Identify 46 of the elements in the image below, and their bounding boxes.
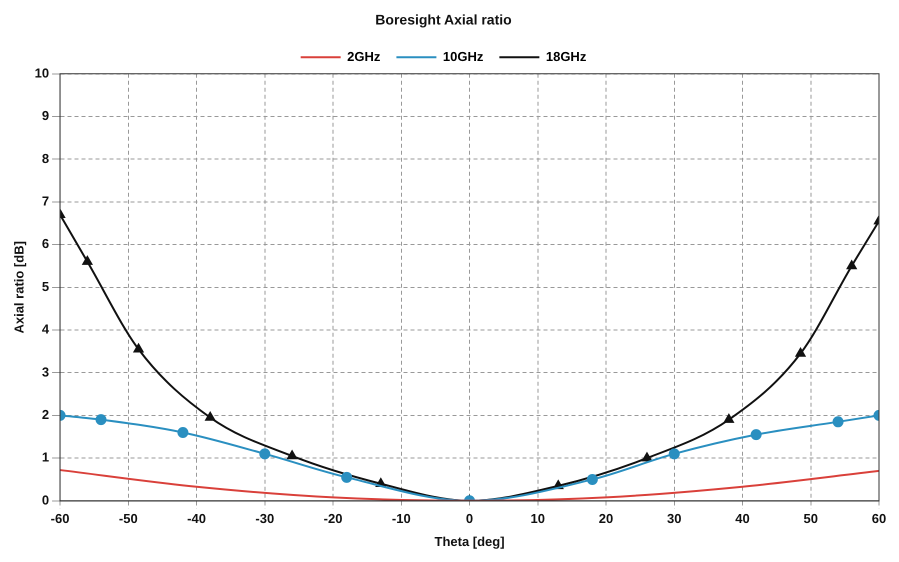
legend-label: 10GHz xyxy=(442,48,484,64)
legend-label: 18GHz xyxy=(546,48,587,64)
x-tick-label: 60 xyxy=(872,511,886,526)
chart-title: Boresight Axial ratio xyxy=(375,11,512,28)
y-tick-label: 4 xyxy=(42,322,50,337)
point xyxy=(668,448,680,460)
point xyxy=(642,452,652,462)
point xyxy=(846,260,857,270)
point xyxy=(82,256,92,265)
x-tick-label: -60 xyxy=(50,511,70,526)
y-tick-label: 8 xyxy=(42,150,50,166)
y-tick-label: 3 xyxy=(42,364,50,380)
y-tick-label: 2 xyxy=(42,406,50,422)
y-tick-label: 10 xyxy=(34,65,50,80)
x-tick-label: -20 xyxy=(324,511,342,526)
y-tick-label: 6 xyxy=(42,236,50,252)
point xyxy=(259,448,270,460)
y-tick-label: 5 xyxy=(42,278,50,294)
x-tick-label: -40 xyxy=(187,511,206,526)
x-tick-label: -30 xyxy=(255,511,274,526)
x-tick-label: 30 xyxy=(667,511,682,526)
x-tick-label: 20 xyxy=(598,511,614,526)
x-tick-label: 0 xyxy=(466,511,474,526)
point xyxy=(341,472,352,483)
y-tick-label: 1 xyxy=(42,450,50,465)
y-tick-label: 0 xyxy=(42,492,50,508)
point xyxy=(832,416,844,428)
y-tick-label: 9 xyxy=(42,108,50,124)
point xyxy=(287,450,297,460)
point xyxy=(724,414,734,423)
y-tick-label: 7 xyxy=(42,193,50,208)
y-axis-title: Axial ratio [dB] xyxy=(11,241,26,334)
point xyxy=(96,414,107,426)
x-axis-title: Theta [deg] xyxy=(434,534,505,549)
x-tick-label: -50 xyxy=(118,511,138,526)
x-tick-label: 50 xyxy=(804,511,818,526)
point xyxy=(586,474,598,485)
legend-label: 2GHz xyxy=(347,48,381,64)
point xyxy=(205,412,216,421)
point xyxy=(177,426,188,438)
x-tick-label: -10 xyxy=(392,511,411,526)
x-tick-label: 40 xyxy=(735,511,750,526)
x-tick-label: 10 xyxy=(530,511,546,526)
point xyxy=(750,429,762,440)
point xyxy=(134,344,144,352)
point xyxy=(796,348,806,357)
